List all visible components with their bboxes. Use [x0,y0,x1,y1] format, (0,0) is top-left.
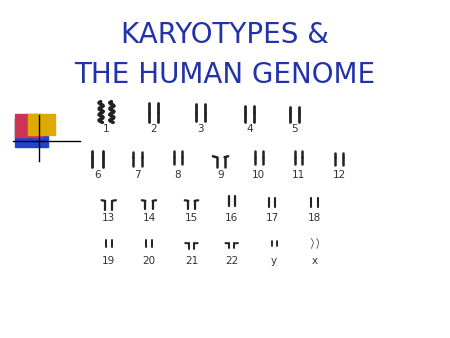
Text: 21: 21 [185,256,198,266]
Text: 8: 8 [175,170,181,180]
Text: 7: 7 [135,170,141,180]
Text: 16: 16 [225,213,238,223]
Text: 14: 14 [142,213,156,223]
Bar [28,114,55,136]
Bar [15,114,42,137]
Text: 1: 1 [103,124,110,135]
Text: 2: 2 [150,124,157,135]
Text: 20: 20 [142,256,156,266]
Text: 9: 9 [217,170,224,180]
Text: 6: 6 [94,170,101,180]
Bar [15,119,48,147]
Text: 22: 22 [225,256,238,266]
Text: KARYOTYPES &: KARYOTYPES & [121,21,329,49]
Text: 3: 3 [197,124,204,135]
Text: 12: 12 [333,170,346,180]
Text: 15: 15 [185,213,198,223]
Text: THE HUMAN GENOME: THE HUMAN GENOME [74,61,376,89]
Text: 17: 17 [266,213,279,223]
Text: 19: 19 [102,256,115,266]
Text: 13: 13 [102,213,115,223]
Text: x: x [311,256,318,266]
Text: 18: 18 [308,213,321,223]
Text: 10: 10 [252,170,265,180]
Text: 5: 5 [291,124,297,135]
Text: 4: 4 [246,124,253,135]
Text: y: y [271,256,277,266]
Text: 11: 11 [292,170,306,180]
